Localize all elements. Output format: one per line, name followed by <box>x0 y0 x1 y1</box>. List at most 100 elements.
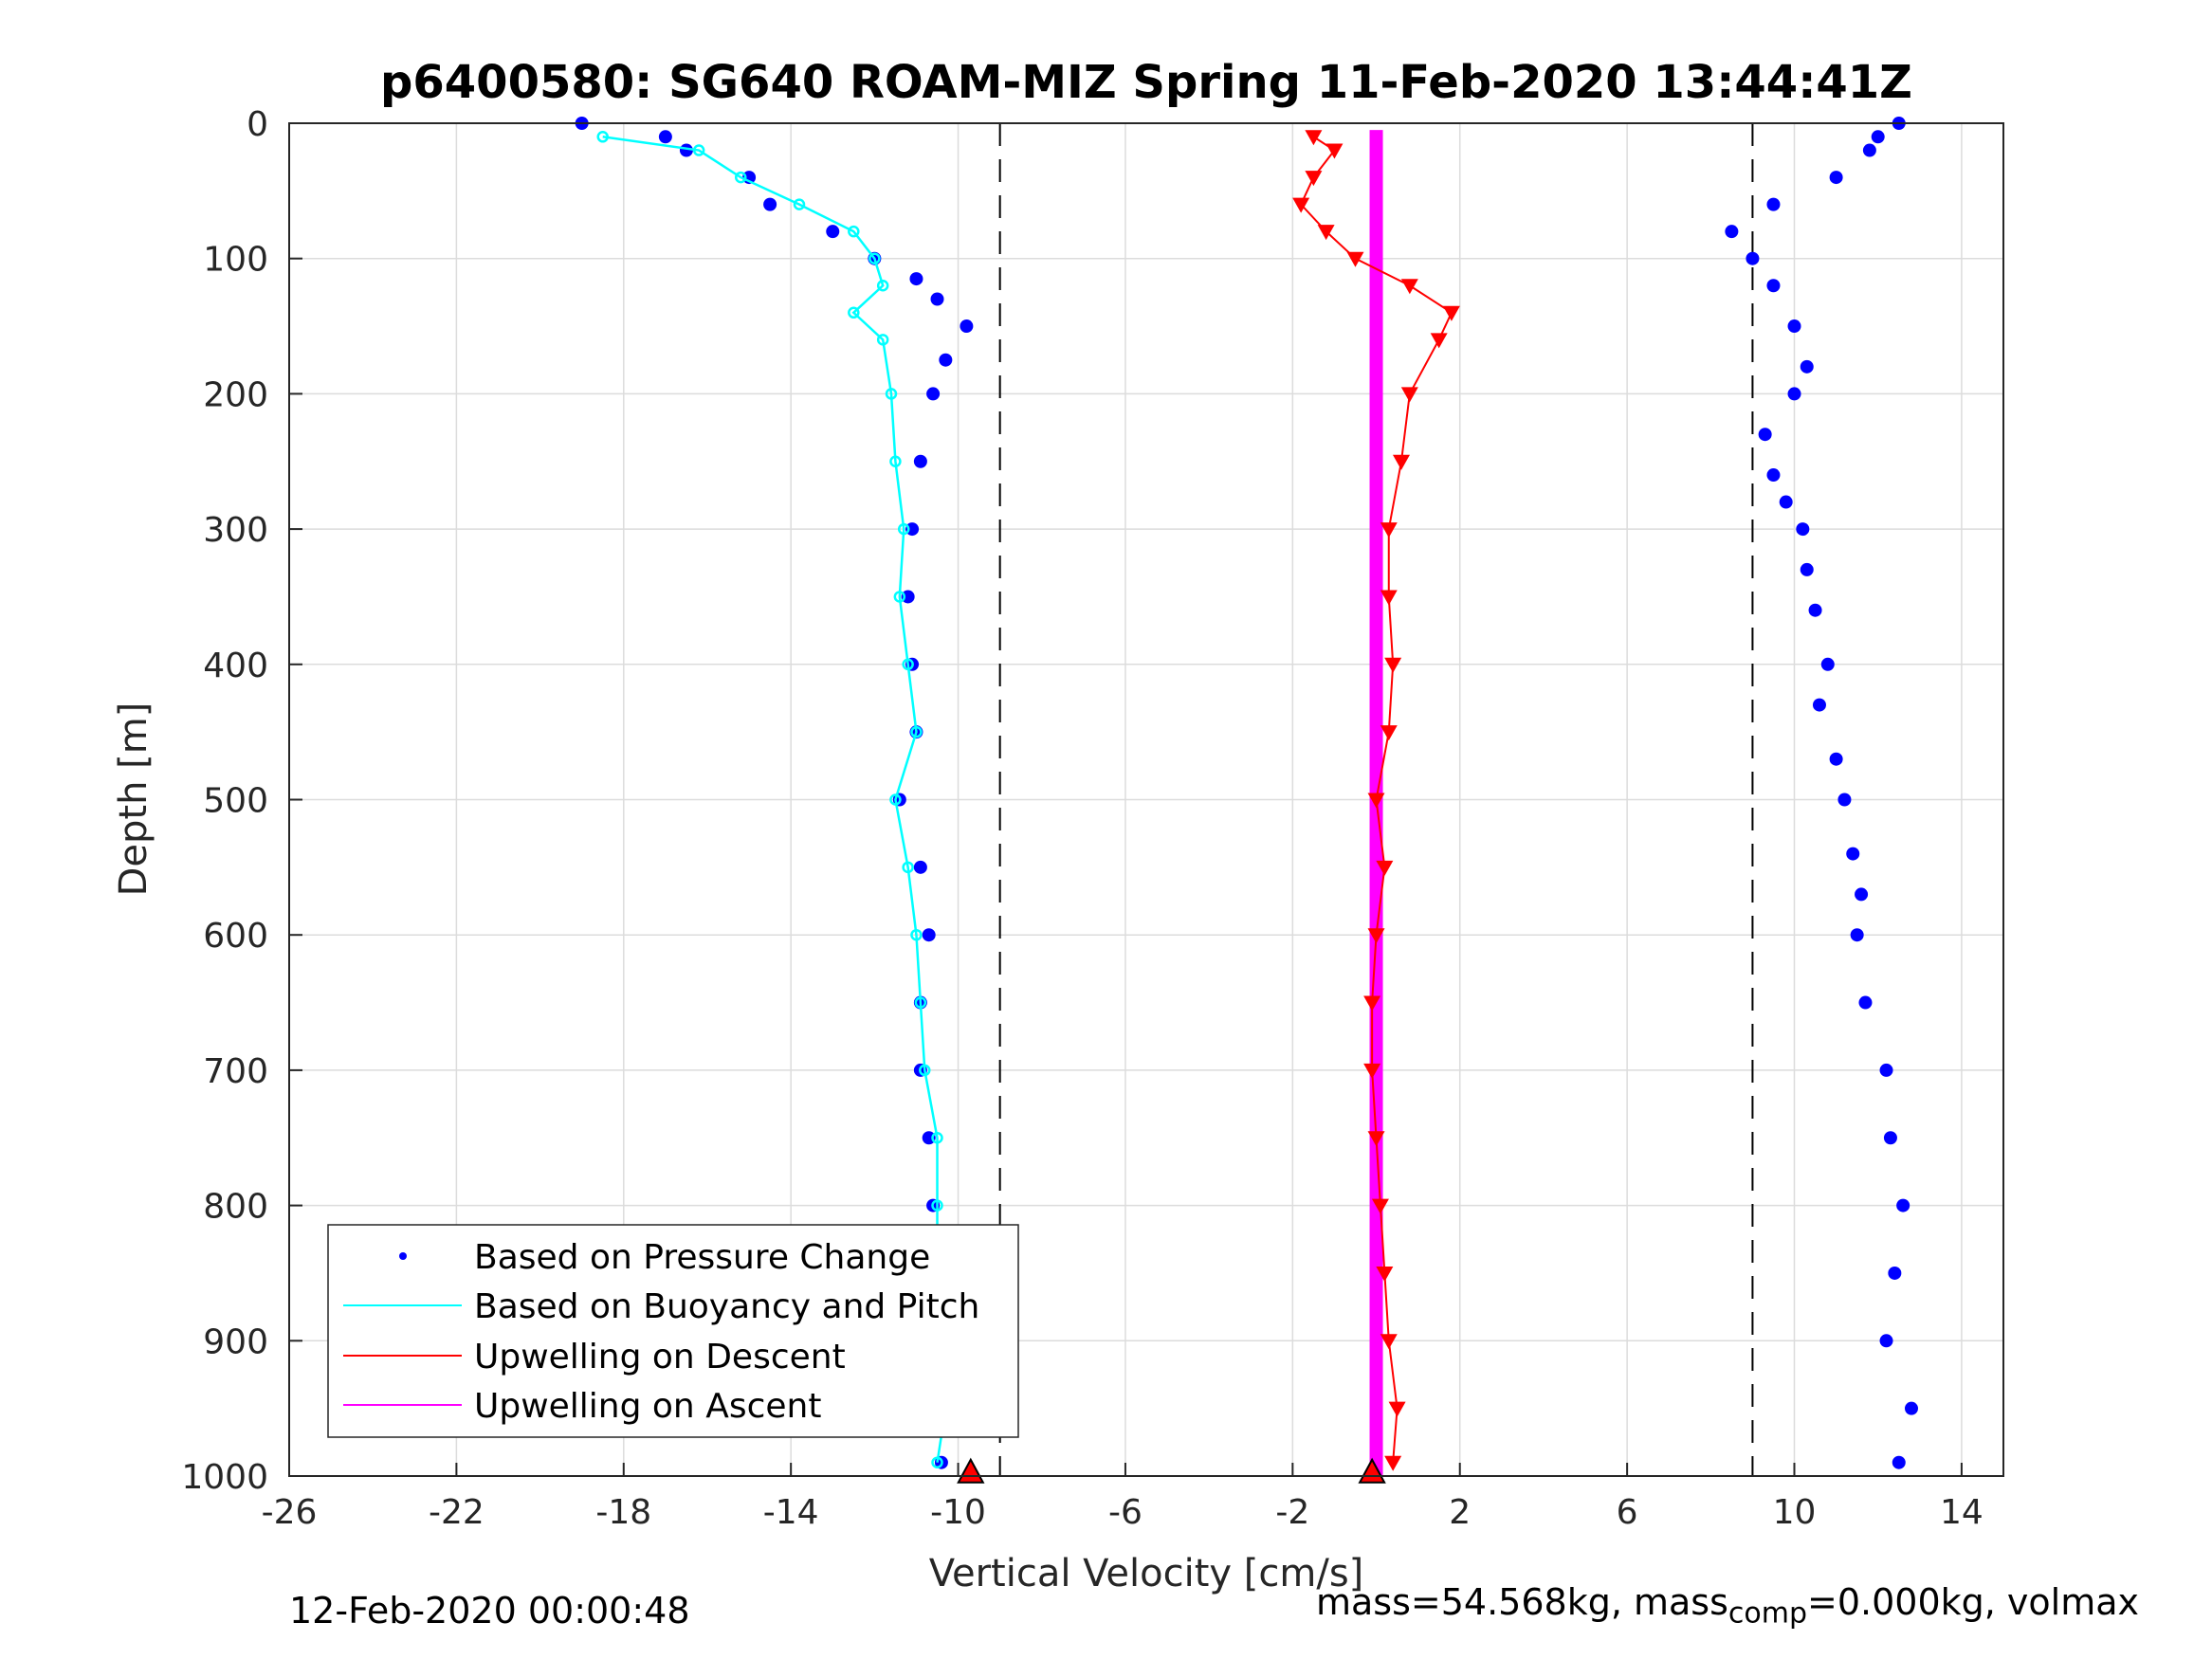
legend-label-pressure: Based on Pressure Change <box>474 1238 930 1277</box>
pressure-point-ascent <box>1879 1334 1893 1348</box>
upwelling-descent-point <box>1380 725 1398 741</box>
upwelling-descent-point <box>1430 333 1448 349</box>
pressure-point-ascent <box>1846 847 1860 861</box>
series-line-upwelling-descent <box>1299 136 1453 1463</box>
y-tick-label: 1000 <box>181 1458 268 1497</box>
upwelling-descent-point <box>1317 225 1335 241</box>
upwelling-descent-point <box>1400 279 1418 295</box>
x-tick-label: -14 <box>763 1493 819 1532</box>
buoyancy-point <box>876 279 889 292</box>
buoyancy-point <box>902 861 914 874</box>
pressure-point-descent <box>909 272 923 286</box>
plot-frame <box>288 122 2004 1477</box>
data-marks <box>575 117 1918 1484</box>
pressure-point-ascent <box>1837 793 1852 807</box>
pressure-point-ascent <box>1829 752 1843 766</box>
buoyancy-point <box>889 455 902 467</box>
x-tick-label: 2 <box>1449 1493 1471 1532</box>
pressure-point-ascent <box>1725 225 1739 239</box>
y-tick-label: 300 <box>203 511 268 550</box>
pressure-point-descent <box>922 928 936 942</box>
legend-label-upwelling-ascent: Upwelling on Ascent <box>474 1387 821 1426</box>
legend-label-buoyancy: Based on Buoyancy and Pitch <box>474 1287 979 1326</box>
buoyancy-point <box>919 1064 931 1077</box>
pressure-point-descent <box>939 353 953 367</box>
upwelling-descent-point <box>1376 1266 1394 1282</box>
pressure-point-descent <box>922 1131 936 1145</box>
upwelling-descent-point <box>1400 387 1418 403</box>
pressure-point-ascent <box>1758 428 1772 442</box>
pressure-point-ascent <box>1862 143 1876 157</box>
upwelling-descent-point <box>1325 143 1344 159</box>
pressure-point-ascent <box>1829 171 1843 185</box>
pressure-point-ascent <box>1858 995 1873 1010</box>
buoyancy-point <box>910 928 923 941</box>
buoyancy-point <box>931 1132 943 1144</box>
pressure-point-ascent <box>1766 197 1781 211</box>
pressure-point-ascent <box>1896 1198 1910 1212</box>
legend-box <box>327 1224 1019 1438</box>
x-tick-labels: -26 -22 -18 -14 -10 -6 -2 2 6 10 14 <box>262 1493 1983 1532</box>
chart-title: p6400580: SG640 ROAM-MIZ Spring 11-Feb-2… <box>380 56 1912 109</box>
buoyancy-point <box>931 1456 943 1468</box>
upwelling-descent-point <box>1292 197 1310 213</box>
y-tick-label: 900 <box>203 1322 268 1361</box>
y-tick-label: 700 <box>203 1052 268 1091</box>
x-tick-label: 14 <box>1940 1493 1983 1532</box>
buoyancy-point <box>889 793 902 806</box>
legend: Based on Pressure Change Based on Buoyan… <box>327 1224 1019 1438</box>
upwelling-descent-point <box>1388 1401 1406 1417</box>
pressure-point-ascent <box>1850 928 1864 942</box>
buoyancy-point <box>848 225 860 238</box>
buoyancy-point <box>848 306 860 319</box>
x-tick-label: -26 <box>262 1493 318 1532</box>
y-tick-label: 500 <box>203 782 268 821</box>
y-axis-label: Depth [m] <box>112 702 155 897</box>
pressure-point-ascent <box>1800 562 1814 576</box>
pressure-point-descent <box>926 387 941 401</box>
buoyancy-point <box>897 522 910 536</box>
buoyancy-point <box>931 1199 943 1212</box>
pressure-point-ascent <box>1746 251 1760 265</box>
upwelling-descent-point <box>1367 793 1385 809</box>
pressure-point-ascent <box>1766 279 1781 293</box>
footer-mass-text: mass=54.568kg, mass <box>1316 1581 1728 1623</box>
buoyancy-point <box>692 144 705 156</box>
x-tick-label: -18 <box>595 1493 651 1532</box>
pressure-point-ascent <box>1787 319 1801 334</box>
buoyancy-point <box>885 388 898 400</box>
pressure-point-ascent <box>1892 1455 1906 1469</box>
footer-mass-sub: comp <box>1728 1596 1808 1631</box>
pressure-point-descent <box>930 292 944 306</box>
pressure-point-ascent <box>1787 387 1801 401</box>
pressure-point-ascent <box>1871 130 1885 144</box>
upwelling-descent-point <box>1367 1131 1385 1147</box>
apogee-marker <box>957 1457 985 1484</box>
pressure-point-descent <box>826 225 840 239</box>
buoyancy-point <box>902 658 914 671</box>
upwelling-descent-point <box>1305 130 1323 146</box>
upwelling-descent-point <box>1392 454 1410 470</box>
upwelling-descent-point <box>1380 1334 1398 1350</box>
buoyancy-point <box>596 131 609 143</box>
y-tick-labels: 0 100 200 300 400 500 600 700 800 900 1000 <box>181 105 268 1497</box>
legend-label-upwelling-descent: Upwelling on Descent <box>474 1338 846 1376</box>
pressure-point-descent <box>658 130 672 144</box>
pressure-point-ascent <box>1820 657 1835 671</box>
pressure-point-descent <box>913 860 927 874</box>
pressure-point-descent <box>905 522 920 537</box>
buoyancy-point <box>910 725 923 738</box>
upwelling-descent-point <box>1380 590 1398 606</box>
upwelling-descent-point <box>1305 171 1323 187</box>
y-tick-label: 0 <box>247 105 268 144</box>
x-tick-label: -2 <box>1275 1493 1309 1532</box>
y-tick-label: 800 <box>203 1188 268 1227</box>
pressure-point-ascent <box>1766 468 1781 483</box>
pressure-point-descent <box>763 197 777 211</box>
x-tick-label: -10 <box>930 1493 986 1532</box>
buoyancy-point <box>735 171 747 184</box>
pressure-point-ascent <box>1808 603 1822 617</box>
pressure-point-ascent <box>1883 1131 1897 1145</box>
pressure-point-ascent <box>1855 887 1869 902</box>
